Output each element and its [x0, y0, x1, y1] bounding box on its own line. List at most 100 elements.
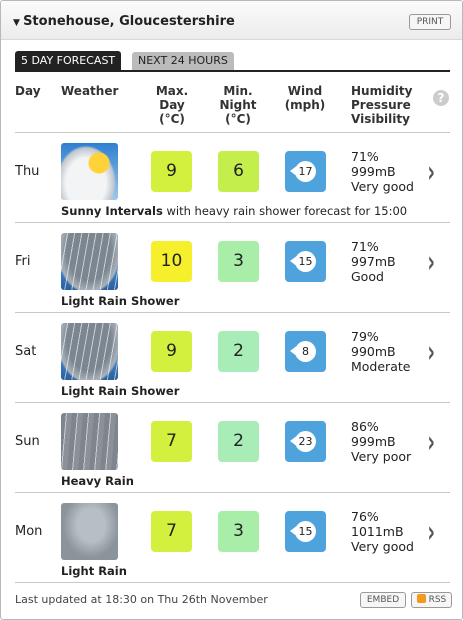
day: Sat — [15, 344, 37, 359]
separator — [15, 582, 450, 583]
summary-detail: with heavy rain shower forecast for 15:0… — [166, 204, 408, 218]
embed-button[interactable]: EMBED — [360, 592, 406, 608]
location-title[interactable]: ▼ Stonehouse, Gloucestershire — [13, 14, 235, 29]
weather-icon — [61, 503, 118, 560]
weather-icon — [61, 323, 118, 380]
max-temp: 9 — [151, 331, 192, 372]
summary-title: Light Rain Shower — [61, 384, 180, 398]
wind-speed: 15 — [295, 251, 316, 272]
pressure: 999mB — [351, 434, 396, 449]
col-header: Day — [15, 84, 41, 98]
col-header: Humidity Pressure Visibility — [351, 84, 412, 126]
header-line: Pressure — [351, 98, 411, 112]
min-temp: 3 — [218, 241, 259, 282]
visibility: Very poor — [351, 449, 412, 464]
humidity: 71% — [351, 149, 379, 164]
details-chevron[interactable]: › — [427, 245, 435, 280]
rss-button[interactable]: RSS — [411, 592, 452, 608]
max-temp: 7 — [151, 421, 192, 462]
weather-icon — [61, 413, 118, 470]
wind-speed: 23 — [295, 431, 316, 452]
details-chevron[interactable]: › — [427, 155, 435, 190]
max-temp: 10 — [151, 241, 192, 282]
print-button[interactable]: PRINT — [409, 14, 451, 30]
pressure: 997mB — [351, 254, 396, 269]
help-icon[interactable]: ? — [433, 90, 449, 106]
separator — [15, 132, 450, 133]
summary-title: Light Rain Shower — [61, 294, 180, 308]
col-header: Wind (mph) — [275, 84, 335, 112]
separator — [15, 492, 450, 493]
weather-icon — [61, 143, 118, 200]
tab-active[interactable]: 5 DAY FORECAST — [15, 51, 122, 70]
wind-box: 15 — [285, 511, 326, 552]
wind-box: 8 — [285, 331, 326, 372]
pressure: 999mB — [351, 164, 396, 179]
summary-title: Sunny Intervals — [61, 204, 163, 218]
day: Sun — [15, 434, 40, 449]
summary: Light Rain Shower — [61, 384, 179, 398]
summary: Light Rain Shower — [61, 294, 179, 308]
details-chevron[interactable]: › — [427, 335, 435, 370]
col-header: Weather — [61, 84, 119, 98]
pressure: 1011mB — [351, 524, 404, 539]
day: Mon — [15, 524, 43, 539]
summary-title: Heavy Rain — [61, 474, 134, 488]
collapse-arrow: ▼ — [13, 18, 24, 28]
wind-arrow — [290, 255, 298, 267]
header-line: Night — [219, 98, 257, 112]
header-line: Humidity — [351, 84, 413, 98]
header-bar — [1, 1, 462, 40]
header-line: Max. — [155, 84, 189, 98]
max-temp: 9 — [151, 151, 192, 192]
humidity: 71% — [351, 239, 379, 254]
wind-speed: 17 — [295, 161, 316, 182]
last-updated: Last updated at 18:30 on Thu 26th Novemb… — [15, 593, 268, 606]
wind-arrow — [290, 165, 298, 177]
min-temp: 3 — [218, 511, 259, 552]
header-line: (°C) — [159, 112, 185, 126]
visibility: Very good — [351, 539, 414, 554]
details-chevron[interactable]: › — [427, 425, 435, 460]
header-line: (mph) — [284, 98, 326, 112]
humidity: 79% — [351, 329, 379, 344]
summary: Light Rain — [61, 564, 127, 578]
wind-box: 15 — [285, 241, 326, 282]
wind-arrow — [290, 525, 298, 537]
min-temp: 2 — [218, 421, 259, 462]
header-line: (°C) — [225, 112, 251, 126]
wind-arrow — [290, 345, 298, 357]
min-temp: 6 — [218, 151, 259, 192]
summary: Sunny Intervals with heavy rain shower f… — [61, 204, 407, 218]
separator — [15, 312, 450, 313]
summary-title: Light Rain — [61, 564, 127, 578]
humidity: 76% — [351, 509, 379, 524]
header-line: Min. — [223, 84, 253, 98]
wind-box: 23 — [285, 421, 326, 462]
rss-label: RSS — [428, 595, 447, 605]
max-temp: 7 — [151, 511, 192, 552]
day: Thu — [15, 164, 40, 179]
wind-speed: 8 — [295, 341, 316, 362]
humidity: 86% — [351, 419, 379, 434]
col-header: Max. Day (°C) — [142, 84, 202, 126]
visibility: Moderate — [351, 359, 411, 374]
tab[interactable]: NEXT 24 HOURS — [132, 52, 234, 70]
min-temp: 2 — [218, 331, 259, 372]
header-line: Wind — [287, 84, 323, 98]
visibility: Very good — [351, 179, 414, 194]
tab-rule — [15, 70, 450, 72]
location: Stonehouse, Gloucestershire — [23, 14, 235, 29]
header-line: Day — [159, 98, 185, 112]
col-header: Min. Night (°C) — [208, 84, 268, 126]
details-chevron[interactable]: › — [427, 515, 435, 550]
wind-arrow — [290, 435, 298, 447]
separator — [15, 222, 450, 223]
separator — [15, 402, 450, 403]
day: Fri — [15, 254, 31, 269]
summary: Heavy Rain — [61, 474, 134, 488]
visibility: Good — [351, 269, 384, 284]
pressure: 990mB — [351, 344, 396, 359]
header-line: Visibility — [351, 112, 410, 126]
